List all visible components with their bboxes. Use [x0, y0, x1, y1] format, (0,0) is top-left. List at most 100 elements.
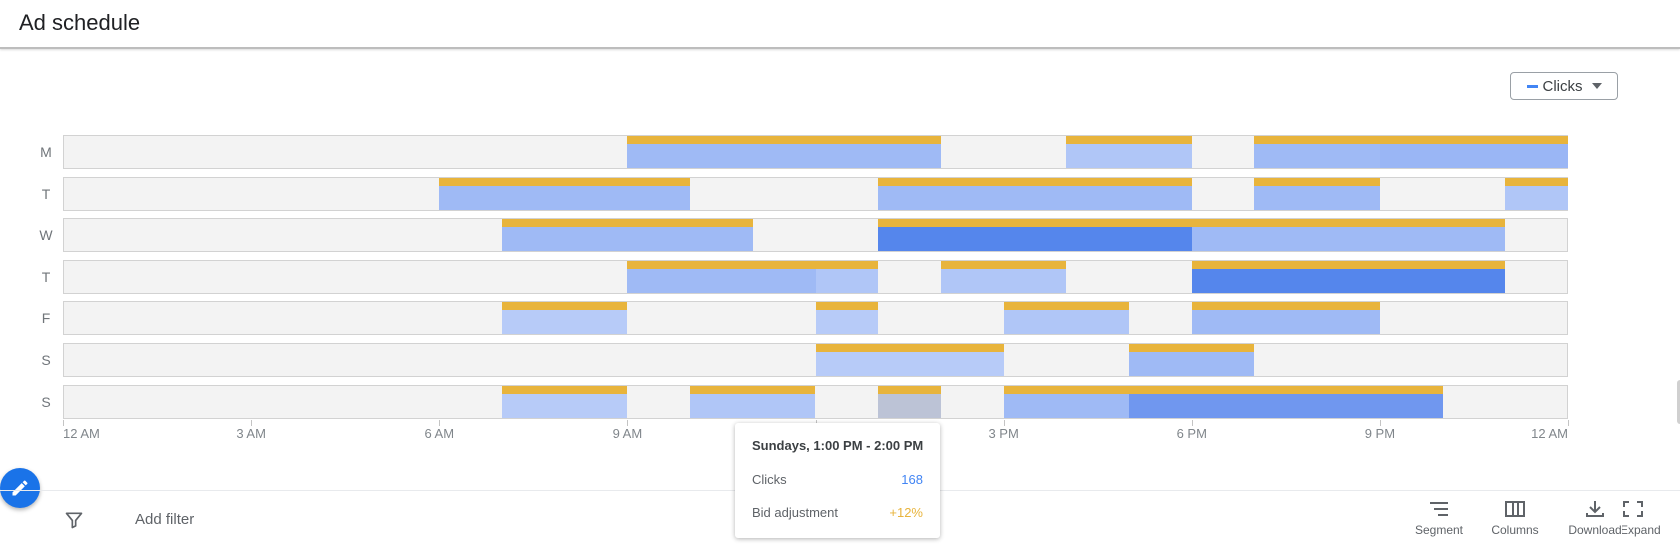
columns-label: Columns	[1491, 523, 1539, 537]
x-tick-label: 12 AM	[63, 426, 100, 441]
day-label: S	[41, 393, 51, 410]
columns-icon	[1505, 501, 1525, 517]
x-tick-mark	[1191, 420, 1193, 426]
bid-adjustment-bar	[1379, 136, 1568, 144]
bid-adjustment-bar	[1442, 219, 1506, 228]
day-label: T	[41, 185, 51, 202]
x-tick-mark	[627, 420, 629, 426]
bid-adjustment-bar	[878, 177, 1067, 186]
x-tick-label: 3 PM	[988, 426, 1019, 441]
x-tick-label: 9 AM	[612, 426, 643, 441]
schedule-cell[interactable]	[501, 385, 628, 418]
schedule-cell[interactable]	[1129, 344, 1255, 376]
expand-label: Expand	[1622, 523, 1661, 537]
bid-adjustment-bar	[815, 260, 879, 269]
segment-label: Segment	[1414, 523, 1464, 537]
day-label: T	[41, 268, 51, 285]
day-label: F	[41, 310, 51, 327]
metric-dropdown[interactable]: Clicks	[1510, 72, 1618, 100]
segment-icon	[1430, 502, 1448, 516]
x-tick-mark	[1568, 420, 1569, 426]
segment-button[interactable]: Segment	[1410, 500, 1468, 537]
schedule-cell[interactable]	[1066, 136, 1192, 168]
schedule-cell[interactable]	[1191, 219, 1443, 252]
schedule-cell[interactable]	[501, 219, 753, 252]
schedule-cell[interactable]	[1254, 136, 1380, 168]
bid-adjustment-bar	[1254, 136, 1380, 144]
schedule-cell[interactable]	[1379, 136, 1568, 168]
schedule-cell[interactable]	[1191, 260, 1506, 293]
schedule-cell[interactable]	[1003, 385, 1130, 418]
x-tick-mark	[439, 420, 441, 426]
bid-adjustment-bar	[501, 219, 753, 228]
schedule-cell[interactable]	[501, 302, 628, 335]
bid-adjustment-bar	[1066, 177, 1192, 186]
day-label: M	[40, 144, 52, 160]
chevron-down-icon	[1591, 83, 1602, 89]
day-label: W	[39, 227, 53, 244]
bid-adjustment-bar	[815, 136, 941, 144]
filter-icon[interactable]	[64, 510, 84, 530]
expand-icon	[1623, 501, 1643, 517]
bid-adjustment-bar	[501, 302, 628, 311]
expand-button[interactable]: Expand	[1622, 500, 1678, 537]
x-tick-mark	[1379, 420, 1381, 426]
x-tick-label: 9 PM	[1364, 426, 1396, 441]
schedule-cell[interactable]	[1442, 219, 1506, 252]
x-tick-label: 12 AM	[1531, 426, 1568, 441]
day-label: S	[41, 352, 51, 368]
tooltip-bid-label: Bid adjustment	[752, 505, 838, 520]
x-tick-label: 3 AM	[236, 426, 266, 441]
schedule-cell[interactable]	[815, 136, 941, 168]
x-tick-label: 6 PM	[1176, 426, 1207, 441]
tooltip-clicks-value: 168	[901, 472, 923, 487]
bid-adjustment-bar	[1066, 136, 1192, 144]
schedule-cell[interactable]	[1505, 177, 1568, 210]
schedule-cell[interactable]	[1066, 177, 1192, 210]
bid-adjustment-bar	[815, 302, 879, 311]
bid-adjustment-bar	[501, 385, 628, 394]
download-icon	[1586, 501, 1604, 517]
schedule-cell[interactable]	[690, 385, 816, 418]
bid-adjustment-bar	[1191, 260, 1506, 269]
download-label: Download	[1568, 523, 1622, 537]
add-filter-button[interactable]: Add filter	[135, 511, 195, 528]
bid-adjustment-bar	[1254, 177, 1380, 186]
schedule-cell[interactable]	[1191, 302, 1380, 335]
schedule-cell[interactable]	[439, 177, 691, 210]
schedule-cell[interactable]	[940, 260, 1067, 293]
schedule-cell[interactable]	[627, 136, 816, 168]
x-tick-mark	[251, 420, 253, 426]
page-title: Ad schedule	[19, 10, 141, 35]
schedule-cell[interactable]	[1254, 177, 1380, 210]
schedule-cell[interactable]	[878, 219, 1192, 252]
bid-adjustment-bar	[627, 136, 816, 144]
side-panel-handle[interactable]	[1677, 380, 1680, 424]
edit-fab-button[interactable]	[0, 468, 40, 508]
page-header: Ad schedule	[0, 0, 1680, 49]
schedule-cell[interactable]	[815, 344, 879, 376]
schedule-cell[interactable]	[815, 260, 879, 293]
metric-dropdown-label: Clicks	[1542, 77, 1583, 95]
bid-adjustment-bar	[1191, 219, 1443, 228]
schedule-cell[interactable]	[627, 260, 816, 293]
bid-adjustment-bar	[439, 177, 691, 186]
bid-adjustment-bar	[815, 344, 879, 352]
schedule-cell[interactable]	[878, 385, 941, 418]
columns-button[interactable]: Columns	[1486, 500, 1544, 537]
schedule-cell[interactable]	[878, 177, 1067, 210]
bid-adjustment-bar	[1191, 302, 1380, 311]
bid-adjustment-bar	[690, 385, 816, 394]
x-tick-mark	[63, 420, 64, 426]
download-button[interactable]: Download	[1562, 500, 1628, 537]
schedule-cell[interactable]	[878, 344, 1004, 376]
bid-adjustment-bar	[1129, 344, 1255, 352]
x-tick-label: 6 AM	[424, 426, 455, 441]
schedule-cell[interactable]	[1129, 385, 1443, 418]
bid-adjustment-bar	[1505, 177, 1568, 186]
schedule-cell[interactable]	[1003, 302, 1130, 335]
schedule-cell[interactable]	[815, 302, 879, 335]
bid-adjustment-bar	[627, 260, 816, 269]
bid-adjustment-bar	[878, 344, 1004, 352]
